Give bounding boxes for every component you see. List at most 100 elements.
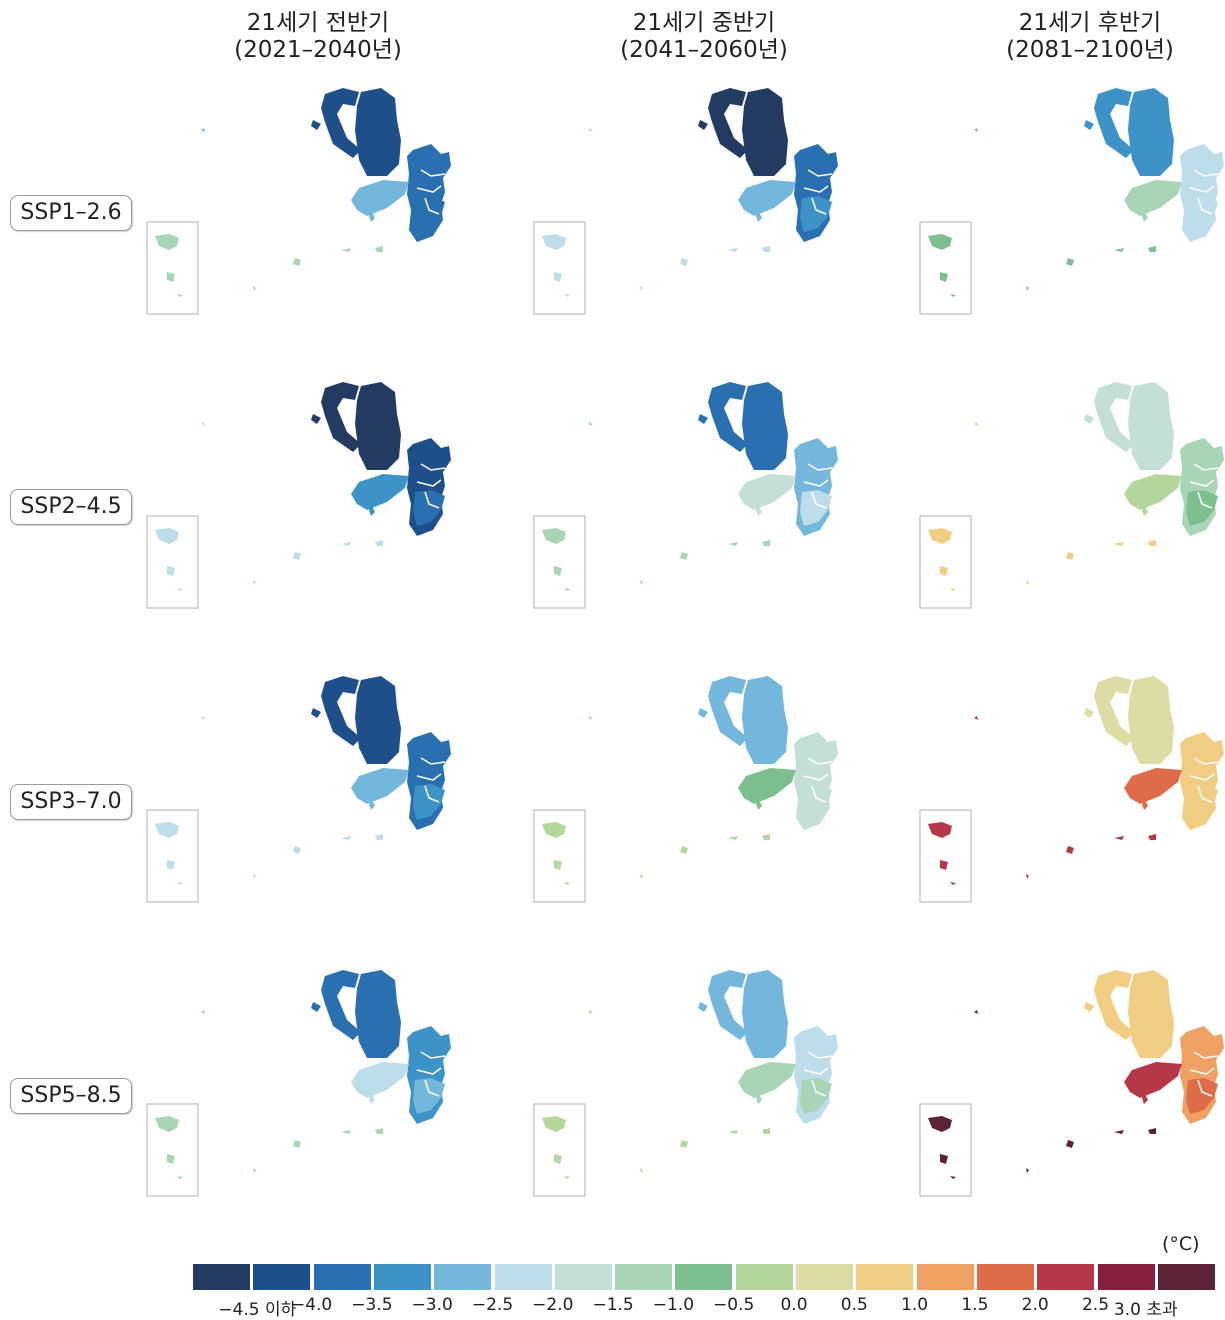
region-north xyxy=(1128,676,1174,764)
column-title-mid-period: (2041–2060년) xyxy=(620,37,788,63)
region-far-island xyxy=(201,128,205,132)
map-panel xyxy=(532,668,872,928)
region-northwest xyxy=(311,970,361,1040)
region-north xyxy=(742,382,788,470)
column-title-early-name: 21세기 전반기 xyxy=(246,10,390,36)
region-southeast xyxy=(413,196,445,232)
map-svg xyxy=(146,676,451,903)
column-title-early-period: (2021–2040년) xyxy=(234,37,402,63)
map-svg xyxy=(146,970,451,1197)
legend-unit: (°C) xyxy=(1162,1233,1200,1255)
legend-tick-label: −3.5 xyxy=(351,1295,393,1315)
region-boundaries xyxy=(1189,169,1219,215)
map-svg xyxy=(533,970,838,1197)
legend-swatch xyxy=(1157,1264,1215,1290)
region-far-island xyxy=(974,422,978,426)
region-southern-islands xyxy=(253,246,383,291)
legend-tick-label: −1.5 xyxy=(592,1295,634,1315)
region-northwest xyxy=(1084,88,1134,158)
column-title-late-name: 21세기 후반기 xyxy=(1018,10,1162,36)
inset-frame xyxy=(919,221,972,315)
legend-swatch xyxy=(976,1264,1034,1290)
region-southeast xyxy=(1186,490,1218,526)
map-svg xyxy=(919,88,1224,315)
map-svg xyxy=(533,382,838,609)
legend-tick-label: −4.5 이하 xyxy=(218,1300,297,1320)
region-north xyxy=(1128,970,1174,1058)
region-west xyxy=(738,474,796,516)
region-boundaries xyxy=(803,757,833,803)
map-svg xyxy=(146,88,451,315)
region-far-island xyxy=(588,128,592,132)
map-panel xyxy=(145,80,485,340)
region-far-island xyxy=(588,1010,592,1014)
inset-frame xyxy=(533,515,586,609)
legend-tick-label: −1.0 xyxy=(652,1295,695,1315)
inset-islands xyxy=(928,528,956,591)
region-far-island xyxy=(974,1010,978,1014)
region-west xyxy=(351,180,409,222)
region-southeast xyxy=(1186,196,1218,232)
map-svg xyxy=(919,676,1224,903)
region-north xyxy=(1128,382,1174,470)
region-boundaries xyxy=(1189,757,1219,803)
legend-swatch xyxy=(313,1264,371,1290)
region-northwest xyxy=(698,382,748,452)
region-boundaries xyxy=(803,463,833,509)
region-northwest xyxy=(311,88,361,158)
region-north xyxy=(742,970,788,1058)
legend-tick-label: 3.0 초과 xyxy=(1113,1300,1178,1320)
region-northwest xyxy=(311,382,361,452)
legend-tick-label: −3.0 xyxy=(411,1295,453,1315)
region-boundaries xyxy=(416,757,446,803)
region-northwest xyxy=(698,676,748,746)
inset-frame xyxy=(146,1103,199,1197)
inset-frame xyxy=(919,1103,972,1197)
region-southern-islands xyxy=(640,834,770,879)
region-north xyxy=(1128,88,1174,176)
inset-frame xyxy=(146,809,199,903)
legend-tick-label: 1.5 xyxy=(961,1295,989,1315)
inset-islands xyxy=(542,234,570,297)
legend-swatch xyxy=(434,1264,492,1290)
legend-swatch xyxy=(856,1264,914,1290)
region-west xyxy=(1124,1062,1182,1104)
region-southern-islands xyxy=(640,540,770,585)
region-west xyxy=(738,768,796,810)
map-panel xyxy=(532,374,872,634)
map-svg xyxy=(919,382,1224,609)
inset-islands xyxy=(155,234,183,297)
region-north xyxy=(742,88,788,176)
inset-frame xyxy=(146,515,199,609)
inset-islands xyxy=(928,822,956,885)
inset-frame xyxy=(919,515,972,609)
legend-swatch xyxy=(193,1264,250,1290)
legend-tick-label: 2.0 xyxy=(1021,1295,1049,1315)
map-panel xyxy=(532,80,872,340)
region-west xyxy=(738,180,796,222)
legend-swatch xyxy=(1037,1264,1095,1290)
map-panel xyxy=(918,668,1225,928)
legend-tick-label: 0.0 xyxy=(780,1295,808,1315)
inset-islands xyxy=(155,1116,183,1179)
region-boundaries xyxy=(803,169,833,215)
legend-swatch xyxy=(615,1264,673,1290)
legend-swatch xyxy=(253,1264,311,1290)
region-boundaries xyxy=(1189,463,1219,509)
scenario-label-ssp3: SSP3–7.0 xyxy=(10,784,132,820)
region-far-island xyxy=(201,1010,205,1014)
legend-tick-label: 2.5 xyxy=(1081,1295,1110,1315)
region-southern-islands xyxy=(1026,246,1156,291)
region-west xyxy=(1124,180,1182,222)
region-west xyxy=(1124,768,1182,810)
scenario-label-ssp2: SSP2–4.5 xyxy=(10,489,132,525)
region-boundaries xyxy=(416,463,446,509)
map-panel xyxy=(918,80,1225,340)
region-far-island xyxy=(201,422,205,426)
region-west xyxy=(351,768,409,810)
map-svg xyxy=(533,88,838,315)
map-panel xyxy=(145,962,485,1222)
scenario-label-ssp5: SSP5–8.5 xyxy=(10,1078,132,1114)
region-west xyxy=(351,474,409,516)
region-far-island xyxy=(974,716,978,720)
